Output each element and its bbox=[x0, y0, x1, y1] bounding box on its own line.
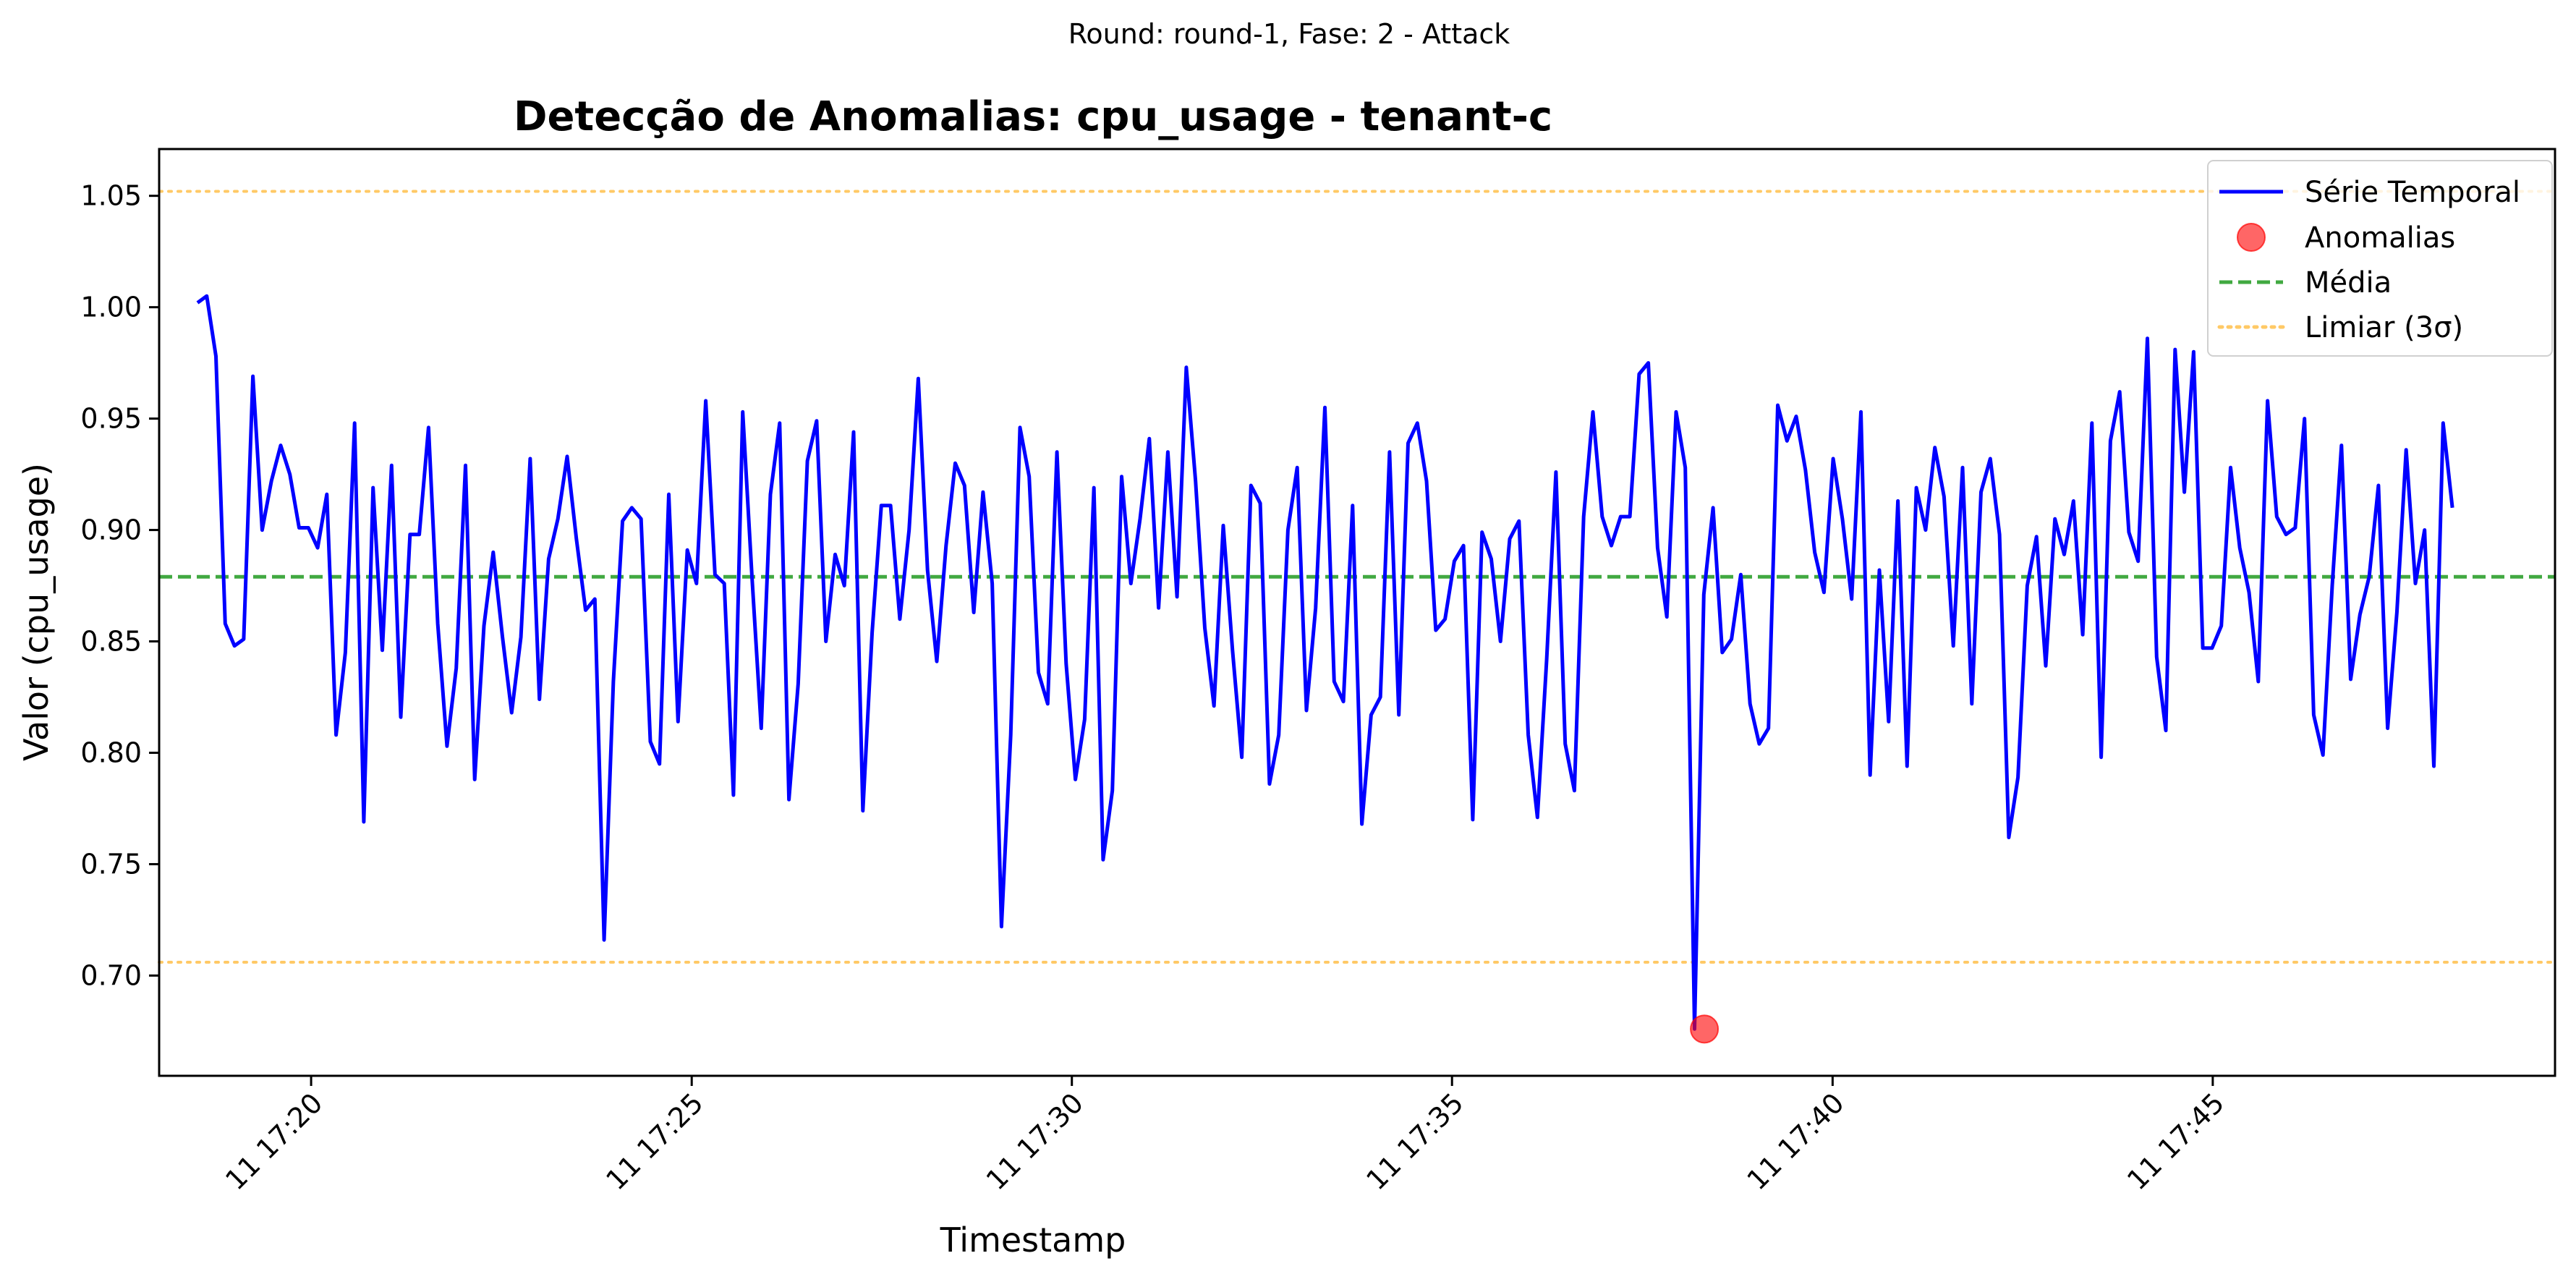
figure-suptitle: Round: round-1, Fase: 2 - Attack bbox=[1068, 18, 1510, 50]
axes-frame bbox=[158, 148, 2556, 1077]
y-axis-label: Valor (cpu_usage) bbox=[17, 463, 56, 761]
time-series-line bbox=[196, 294, 2454, 1031]
legend-label-threshold: Limiar (3σ) bbox=[2305, 311, 2463, 344]
anomaly-point bbox=[1690, 1014, 1720, 1044]
legend-label-anomalies: Anomalias bbox=[2305, 221, 2455, 255]
legend-box bbox=[2207, 160, 2553, 357]
y-tick-label: 0.95 bbox=[80, 403, 142, 435]
chart-title: Detecção de Anomalias: cpu_usage - tenan… bbox=[514, 93, 1552, 140]
x-tick-label: 11 17:45 bbox=[2121, 1087, 2230, 1196]
x-tick-label: 11 17:25 bbox=[600, 1087, 709, 1196]
y-tick-label: 0.75 bbox=[80, 848, 142, 880]
y-tick-label: 1.00 bbox=[80, 292, 142, 323]
legend-label-mean: Média bbox=[2305, 266, 2392, 300]
y-tick-label: 1.05 bbox=[80, 180, 142, 212]
x-axis-label: Timestamp bbox=[940, 1221, 1126, 1260]
plot-area: 0.70 0.75 0.80 0.85 0.90 0.95 1.00 1.05 11 17:20… bbox=[80, 148, 2556, 1197]
x-tick-label: 11 17:35 bbox=[1360, 1087, 1469, 1196]
x-tick-label: 11 17:40 bbox=[1740, 1087, 1850, 1196]
y-tick-label: 0.90 bbox=[80, 514, 142, 546]
y-tick-label: 0.70 bbox=[80, 959, 142, 991]
y-tick-label: 0.80 bbox=[80, 736, 142, 768]
x-tick-label: 11 17:30 bbox=[980, 1087, 1089, 1196]
y-tick-label: 0.85 bbox=[80, 626, 142, 658]
x-tick-label: 11 17:20 bbox=[219, 1087, 328, 1196]
legend: Série Temporal Anomalias Média Limiar (3… bbox=[2207, 160, 2553, 357]
legend-anomaly-marker-icon bbox=[2237, 223, 2266, 252]
legend-label-series: Série Temporal bbox=[2305, 176, 2520, 209]
